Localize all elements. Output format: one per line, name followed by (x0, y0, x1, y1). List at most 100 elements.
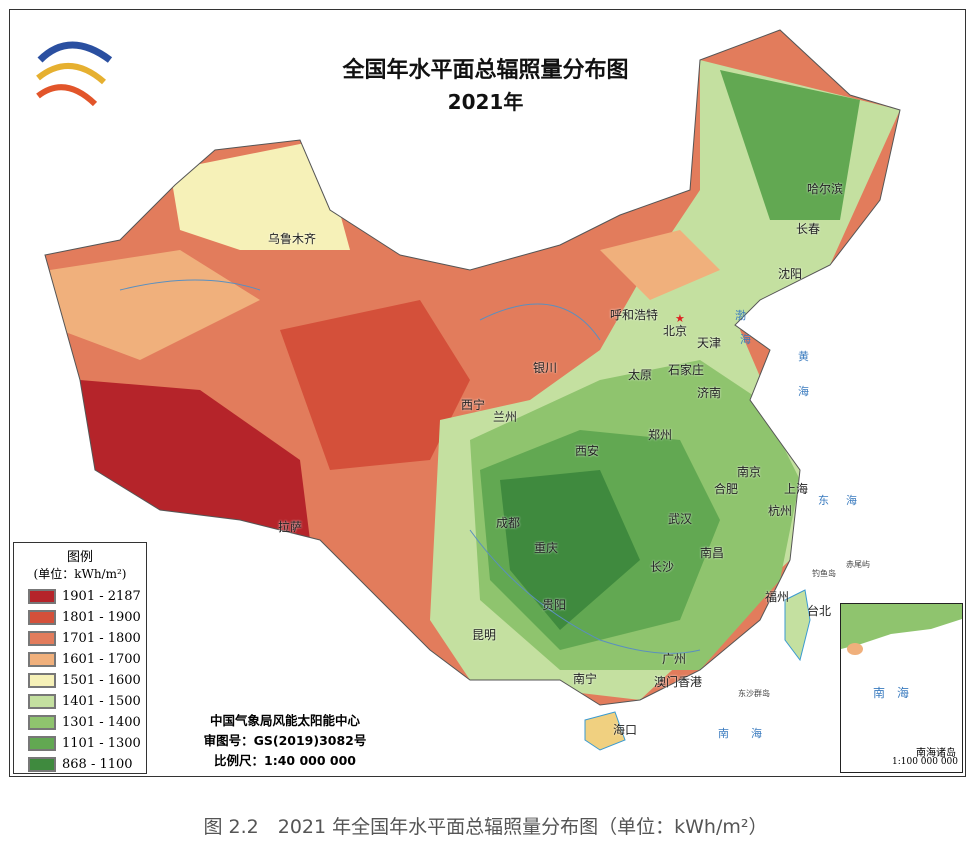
city-label: 南京 (737, 465, 762, 479)
legend-label: 1301 - 1400 (62, 715, 141, 730)
map-subtitle: 2021年 (447, 90, 524, 114)
legend-swatch (28, 631, 56, 646)
legend-unit: (单位：kWh/m²) (33, 567, 127, 581)
legend-swatch (28, 652, 56, 667)
figure-caption: 图 2.2 2021 年全国年水平面总辐照量分布图（单位：kWh/m²） (203, 816, 768, 838)
legend-item: 1301 - 1400 (14, 712, 146, 733)
legend-item: 1401 - 1500 (14, 691, 146, 712)
legend-swatch (28, 694, 56, 709)
city-label: 郑州 (648, 428, 673, 442)
city-label: 成都 (496, 516, 521, 530)
city-label: 海口 (613, 723, 638, 737)
city-label: 乌鲁木齐 (268, 232, 317, 246)
city-label: 太原 (628, 368, 653, 382)
inset-hainan (847, 643, 863, 655)
sea-label: 海 (740, 333, 751, 346)
legend-label: 1701 - 1800 (62, 631, 141, 646)
map-frame (9, 9, 966, 777)
region-inner-mongolia (600, 230, 720, 300)
legend-swatch (28, 715, 56, 730)
sea-label: 海 (846, 494, 857, 507)
region-1601-1700 (50, 250, 260, 360)
city-label: 长春 (796, 222, 821, 236)
legend-label: 868 - 1100 (62, 757, 133, 772)
city-label: 济南 (697, 386, 722, 400)
region-868-1100 (500, 470, 640, 630)
inset-sea-label: 南 海 (873, 686, 910, 700)
region-1801-1900 (280, 300, 470, 470)
south-china-sea-inset: 南 海 南海诸岛 1:100 000 000 (840, 603, 963, 773)
region-1501-1600 (170, 140, 350, 250)
legend-swatch (28, 673, 56, 688)
legend-item: 1801 - 1900 (14, 607, 146, 628)
city-label: 南宁 (573, 672, 598, 686)
legend-item: 1701 - 1800 (14, 628, 146, 649)
legend-label: 1801 - 1900 (62, 610, 141, 625)
legend-label: 1601 - 1700 (62, 652, 141, 667)
legend-swatch (28, 736, 56, 751)
legend-swatch (28, 610, 56, 625)
credits-scale: 比例尺：1:40 000 000 (214, 753, 356, 768)
island-label: 东沙群岛 (738, 689, 770, 698)
city-label: 澳门香港 (654, 675, 703, 689)
island-label: 钓鱼岛 (812, 569, 836, 578)
region-northeast (720, 70, 860, 220)
hainan (584, 711, 626, 751)
logo (36, 41, 113, 107)
island-label: 赤尾屿 (846, 560, 870, 569)
city-label: 长沙 (650, 560, 675, 574)
city-label: 武汉 (668, 512, 693, 526)
city-label: 北京 (663, 324, 688, 338)
legend-item: 868 - 1100 (14, 754, 146, 775)
city-label: 沈阳 (778, 267, 803, 281)
legend-item: 1901 - 2187 (14, 586, 146, 607)
inset-title: 南海诸岛 (916, 748, 956, 759)
capital-star-icon: ★ (675, 312, 685, 325)
rivers (119, 279, 701, 654)
sea-label: 南 海 (718, 727, 762, 740)
city-label: 台北 (807, 604, 832, 618)
credits-org: 中国气象局风能太阳能中心 (209, 713, 360, 728)
legend-title: 图例 (66, 550, 93, 565)
legend-item: 1501 - 1600 (14, 670, 146, 691)
city-label: 上海 (784, 482, 809, 496)
map-title: 全国年水平面总辐照量分布图 (342, 58, 629, 83)
legend-item: 1601 - 1700 (14, 649, 146, 670)
city-label: 南昌 (700, 546, 725, 560)
legend: 图例 (单位：kWh/m²) 1901 - 2187 1801 - 1900 170… (13, 542, 147, 774)
credits: 中国气象局风能太阳能中心 审图号：GS(2019)3082号 比例尺：1:40 … (185, 711, 385, 771)
china-border (44, 29, 901, 706)
city-label: 银川 (533, 361, 558, 375)
legend-swatch (28, 589, 56, 604)
city-label: 合肥 (714, 482, 739, 496)
city-label: 贵阳 (542, 598, 567, 612)
inset-land (841, 604, 962, 649)
sea-label: 渤 (735, 309, 746, 322)
legend-label: 1101 - 1300 (62, 736, 141, 751)
city-label: 拉萨 (278, 520, 303, 534)
legend-swatch (28, 757, 56, 772)
legend-label: 1501 - 1600 (62, 673, 141, 688)
city-label: 兰州 (493, 410, 518, 424)
city-label: 昆明 (472, 628, 497, 642)
city-label: 西宁 (461, 398, 486, 412)
city-label: 重庆 (534, 541, 559, 555)
city-label: 杭州 (768, 504, 793, 518)
credits-approval: 审图号：GS(2019)3082号 (203, 733, 367, 748)
sea-label: 东 (818, 494, 829, 507)
region-1901-2187 (80, 380, 310, 540)
city-label: 西安 (575, 444, 600, 458)
city-label: 石家庄 (668, 363, 705, 377)
city-label: 哈尔滨 (807, 182, 844, 196)
sea-label: 海 (798, 385, 809, 398)
taiwan (784, 589, 811, 662)
legend-item: 1101 - 1300 (14, 733, 146, 754)
city-label: 广州 (662, 652, 687, 666)
city-label: 天津 (697, 336, 722, 350)
legend-label: 1401 - 1500 (62, 694, 141, 709)
inset-scale: 1:100 000 000 (891, 757, 958, 767)
city-label: 福州 (765, 590, 790, 604)
sea-label: 黄 (798, 350, 809, 363)
